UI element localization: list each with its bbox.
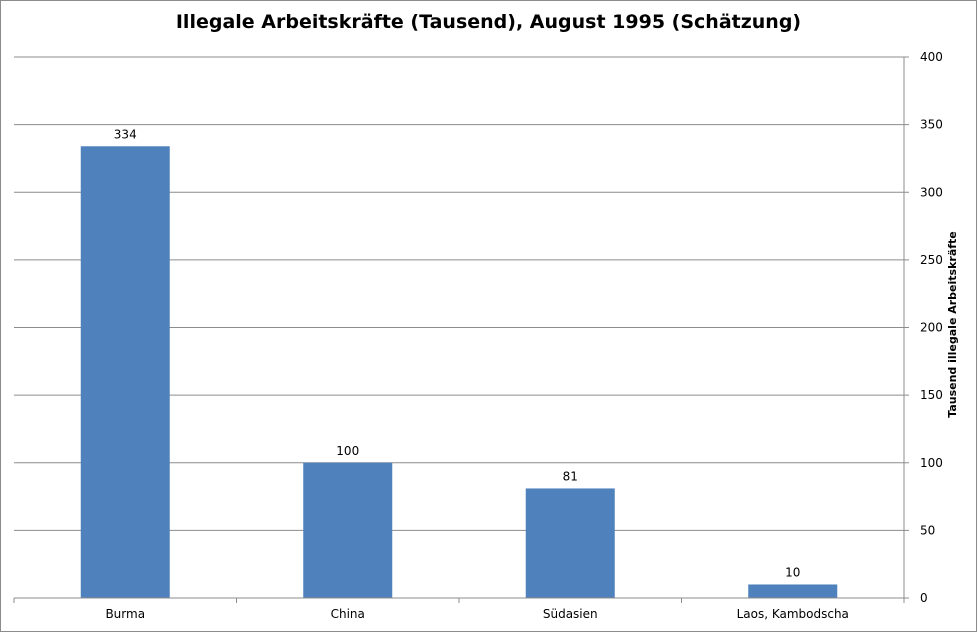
x-tick-label: China: [331, 607, 365, 621]
y-tick-label: 150: [920, 388, 943, 402]
y-tick-label: 100: [920, 456, 943, 470]
y-tick-label: 300: [920, 185, 943, 199]
data-label: 100: [336, 444, 359, 458]
bar: [748, 584, 838, 598]
x-tick-labels: Burma China Südasien Laos, Kambodscha: [105, 607, 848, 621]
bar: [80, 146, 170, 598]
y-axis-label: Tausend illegale Arbeitskräfte: [946, 231, 959, 418]
axes: [13, 57, 905, 603]
y-tick-label: 50: [920, 523, 935, 537]
bar: [525, 488, 615, 598]
y-tick-label: 350: [920, 118, 943, 132]
data-label: 81: [563, 469, 578, 483]
x-tick-label: Burma: [105, 607, 145, 621]
y-tick-label: 400: [920, 50, 943, 64]
chart-title: Illegale Arbeitskräfte (Tausend), August…: [175, 11, 802, 33]
y-tick-label: 0: [920, 591, 928, 605]
y-tick-label: 200: [920, 321, 943, 335]
data-labels: 334 100 81 10: [114, 127, 801, 579]
bar: [303, 462, 393, 598]
x-tick-label: Südasien: [543, 607, 598, 621]
data-label: 10: [785, 565, 800, 579]
x-tick-label: Laos, Kambodscha: [737, 607, 849, 621]
y-tick-label: 250: [920, 253, 943, 267]
y-tick-labels: 0 50 100 150 200 250 300 350 400: [920, 50, 943, 605]
data-label: 334: [114, 127, 137, 141]
bars: [80, 146, 838, 598]
